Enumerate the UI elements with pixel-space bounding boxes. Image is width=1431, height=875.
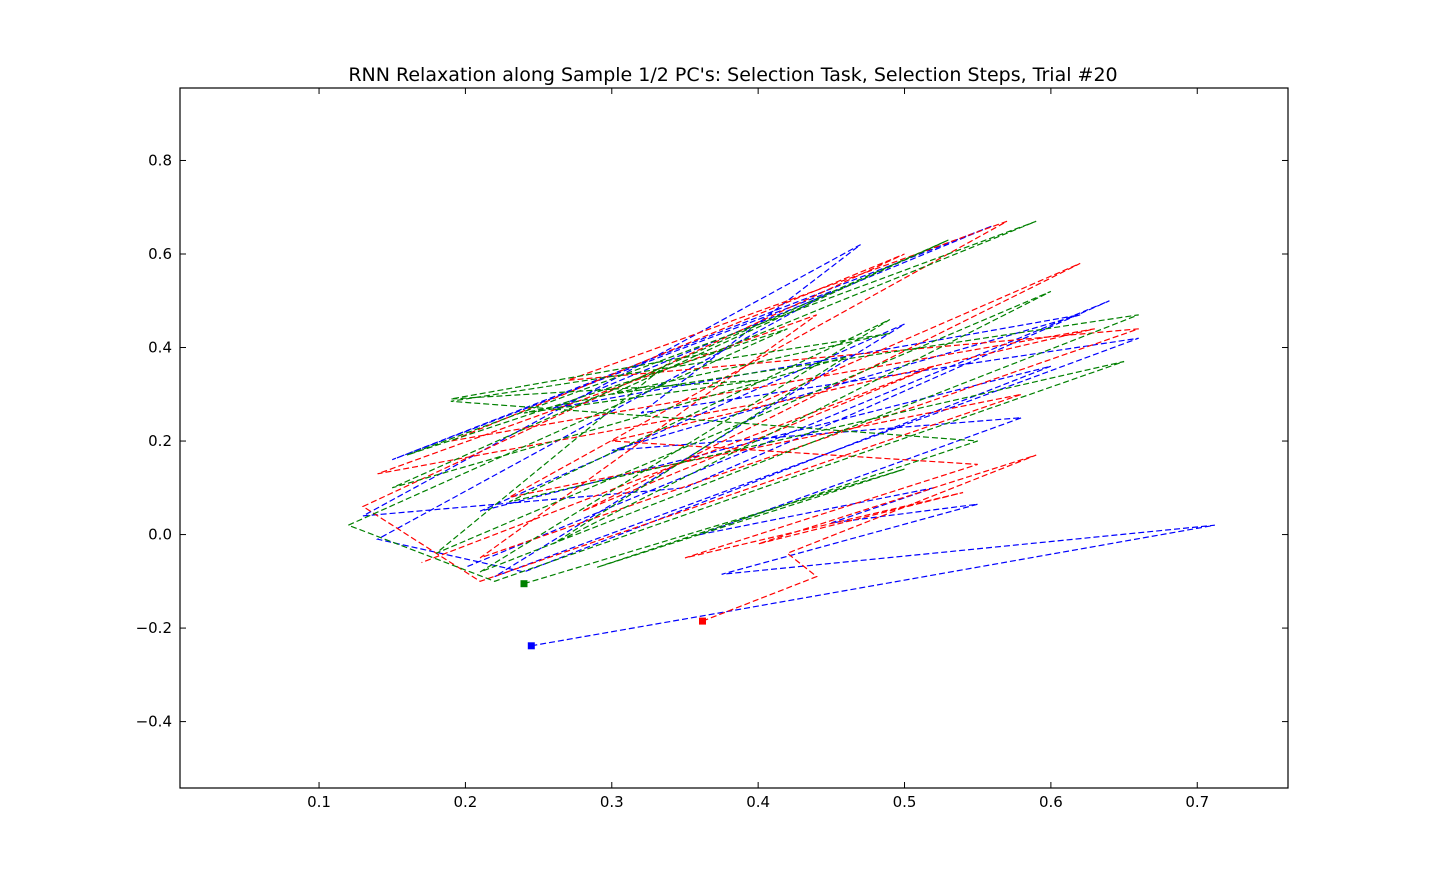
y-tick-label: 0.6 [148,245,172,263]
y-tick-label: −0.4 [136,713,172,731]
y-tick-label: −0.2 [136,619,172,637]
chart-title: RNN Relaxation along Sample 1/2 PC's: Se… [348,64,1117,86]
x-tick-label: 0.6 [1039,793,1063,811]
series-start-marker-0 [527,642,535,650]
x-tick-label: 0.5 [893,793,917,811]
x-tick-label: 0.3 [600,793,624,811]
x-tick-label: 0.2 [453,793,477,811]
x-tick-label: 0.7 [1185,793,1209,811]
y-tick-label: 0.2 [148,432,172,450]
y-tick-label: 0.4 [148,339,172,357]
x-tick-label: 0.4 [746,793,770,811]
series-line-0 [362,225,1215,647]
x-tick-label: 0.1 [307,793,331,811]
series-start-marker-1 [699,617,706,625]
series-line-2 [346,220,1139,585]
plot-area [346,220,1215,650]
y-tick-label: 0.8 [148,151,172,169]
series-start-marker-2 [520,580,528,588]
axis-ticks: 0.1 0.2 0.3 0.4 0.5 0.6 0.7 −0.4 −0.2 0.0 0.2 0.4 0.… [136,88,1288,811]
axes-frame [179,87,1289,789]
y-tick-label: 0.0 [148,526,172,544]
series-line-1 [361,220,1139,622]
